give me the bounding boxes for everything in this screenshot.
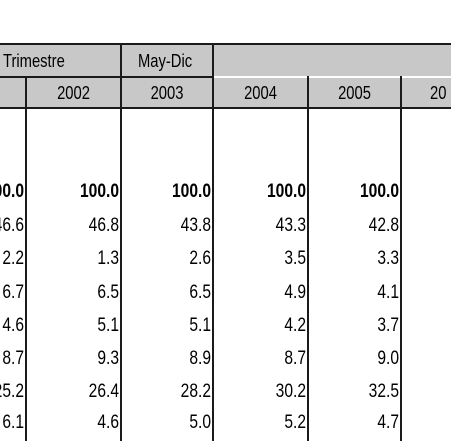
group-divider-2 xyxy=(212,43,214,77)
table-cell: 3.7 xyxy=(377,315,399,336)
table-cell: 9.0 xyxy=(377,348,399,369)
table-cell: 6.5 xyxy=(97,282,119,303)
table-cell: 1.3 xyxy=(97,248,119,269)
column-divider-2 xyxy=(120,76,122,441)
table-cell: 00.0 xyxy=(0,181,24,202)
table-top-rule xyxy=(0,43,451,45)
table-cell: 100.0 xyxy=(80,181,119,202)
header-trimestre: Trimestre xyxy=(3,51,65,71)
table-cell: 4.6 xyxy=(2,315,24,336)
table-cell: 30.2 xyxy=(275,381,306,402)
table-cell: 6.7 xyxy=(2,282,24,303)
table-cell: 4.6 xyxy=(97,412,119,433)
table-cell: 2.6 xyxy=(189,248,211,269)
header-bottom-rule xyxy=(0,107,451,109)
year-2002: 2002 xyxy=(57,83,90,103)
table-cell: 4.2 xyxy=(284,315,306,336)
table-cell: 46.6 xyxy=(0,215,24,236)
table-cell: 2.2 xyxy=(2,248,24,269)
header-divider-rule xyxy=(0,76,213,78)
table-cell: 100.0 xyxy=(267,181,306,202)
column-divider-4 xyxy=(307,76,309,441)
table-cell: 4.9 xyxy=(284,282,306,303)
table-cell: 3.5 xyxy=(284,248,306,269)
column-divider-5 xyxy=(400,76,402,441)
header-group-row xyxy=(0,44,451,76)
year-2005: 2005 xyxy=(338,83,371,103)
table-cell: 100.0 xyxy=(360,181,399,202)
table-cell: 6.5 xyxy=(189,282,211,303)
table-cell: 6.1 xyxy=(2,412,24,433)
table-cell: 32.5 xyxy=(368,381,399,402)
year-partial: 20 xyxy=(430,83,447,103)
table-cell: 8.7 xyxy=(2,348,24,369)
table-cell: 5.2 xyxy=(284,412,306,433)
table-cell: 8.7 xyxy=(284,348,306,369)
table-cell: 43.3 xyxy=(275,215,306,236)
table-cell: 42.8 xyxy=(368,215,399,236)
year-2004: 2004 xyxy=(244,83,277,103)
table-cell: 46.8 xyxy=(88,215,119,236)
table-cell: 28.2 xyxy=(180,381,211,402)
table-cell: 4.1 xyxy=(377,282,399,303)
header-year-row xyxy=(0,78,451,108)
column-divider-3 xyxy=(212,76,214,441)
table-cell: 43.8 xyxy=(180,215,211,236)
table-cell: 9.3 xyxy=(97,348,119,369)
header-may-dic: May-Dic xyxy=(138,51,193,71)
table-cell: 100.0 xyxy=(172,181,211,202)
table-cell: 4.7 xyxy=(377,412,399,433)
table-cell: 5.0 xyxy=(189,412,211,433)
table-cell: 26.4 xyxy=(88,381,119,402)
year-2003: 2003 xyxy=(150,83,184,103)
table-cell: 3.3 xyxy=(377,248,399,269)
group-divider-1 xyxy=(120,43,122,77)
table-cell: 5.1 xyxy=(189,315,211,336)
column-divider-1 xyxy=(25,76,27,441)
table-cell: 25.2 xyxy=(0,381,24,402)
table-cell: 5.1 xyxy=(97,315,119,336)
table-cell: 8.9 xyxy=(189,348,211,369)
